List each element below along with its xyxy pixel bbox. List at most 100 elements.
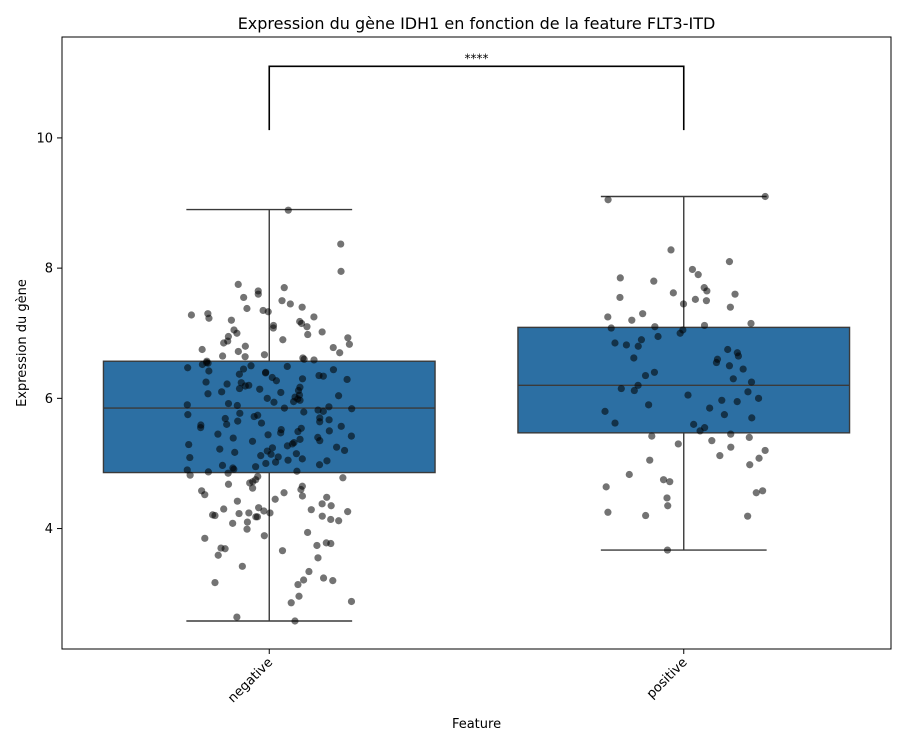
data-point-negative xyxy=(280,284,288,292)
data-point-positive xyxy=(720,411,729,419)
data-point-negative xyxy=(315,461,324,469)
data-point-negative xyxy=(298,303,306,311)
data-point-positive xyxy=(625,470,633,479)
data-point-negative xyxy=(229,464,237,472)
data-point-positive xyxy=(744,512,752,520)
data-point-positive xyxy=(617,384,625,393)
data-point-negative xyxy=(277,388,285,397)
data-point-negative xyxy=(233,401,241,410)
data-point-negative xyxy=(310,313,318,321)
data-point-positive xyxy=(747,378,756,386)
data-point-positive xyxy=(691,295,699,303)
data-point-negative xyxy=(286,300,294,308)
data-point-negative xyxy=(224,332,232,341)
data-point-negative xyxy=(235,509,243,518)
data-point-negative xyxy=(234,347,242,356)
data-point-negative xyxy=(254,472,262,481)
data-point-negative xyxy=(268,373,276,382)
data-point-negative xyxy=(344,508,352,516)
data-point-negative xyxy=(298,455,306,463)
data-point-negative xyxy=(277,425,285,434)
data-point-positive xyxy=(634,381,642,389)
y-tick-label-4: 4 xyxy=(45,522,53,537)
data-point-negative xyxy=(336,349,344,357)
data-point-negative xyxy=(245,381,253,389)
data-point-negative xyxy=(322,539,330,547)
data-point-negative xyxy=(323,493,331,501)
data-point-positive xyxy=(607,324,615,332)
data-point-negative xyxy=(257,419,266,427)
data-point-negative xyxy=(268,444,277,452)
data-point-negative xyxy=(291,617,299,625)
data-point-positive xyxy=(708,437,716,445)
data-point-positive xyxy=(759,487,767,495)
data-point-positive xyxy=(639,310,647,318)
data-point-positive xyxy=(701,424,709,432)
data-point-negative xyxy=(345,340,353,348)
data-point-negative xyxy=(337,267,345,275)
data-point-negative xyxy=(296,435,304,443)
data-point-positive xyxy=(727,443,735,451)
data-point-negative xyxy=(241,353,249,361)
data-point-negative xyxy=(198,345,206,354)
data-point-positive xyxy=(739,365,747,373)
data-point-negative xyxy=(298,492,307,500)
data-point-negative xyxy=(348,405,356,413)
data-point-negative xyxy=(208,511,217,519)
data-point-negative xyxy=(255,504,263,512)
data-point-negative xyxy=(287,599,295,607)
data-point-negative xyxy=(264,431,272,439)
data-point-negative xyxy=(260,532,268,540)
data-point-negative xyxy=(216,445,224,453)
data-point-negative xyxy=(263,447,271,455)
data-point-positive xyxy=(688,265,697,274)
data-point-negative xyxy=(323,457,331,465)
data-point-positive xyxy=(645,401,653,409)
data-point-positive xyxy=(747,319,755,328)
data-point-negative xyxy=(252,463,260,471)
chart-title: Expression du gène IDH1 en fonction de l… xyxy=(238,14,716,33)
data-point-positive xyxy=(602,483,610,491)
data-point-positive xyxy=(745,433,753,442)
data-point-negative xyxy=(229,434,237,442)
data-point-negative xyxy=(314,554,322,562)
data-point-negative xyxy=(340,446,349,455)
data-point-negative xyxy=(219,352,227,360)
data-point-negative xyxy=(260,351,269,359)
data-point-negative xyxy=(256,385,264,393)
data-point-negative xyxy=(214,551,222,559)
data-point-negative xyxy=(230,326,238,334)
data-point-positive xyxy=(702,297,711,305)
data-point-negative xyxy=(224,399,233,408)
data-point-negative xyxy=(221,414,229,423)
data-point-negative xyxy=(198,487,206,495)
data-point-negative xyxy=(278,547,287,555)
data-point-negative xyxy=(316,414,324,422)
data-point-negative xyxy=(234,417,242,425)
data-point-negative xyxy=(296,317,304,326)
data-point-negative xyxy=(270,398,278,406)
data-point-positive xyxy=(648,432,656,440)
x-tick-label-negative: negative xyxy=(225,655,276,706)
data-point-positive xyxy=(628,316,636,324)
data-point-negative xyxy=(335,517,343,525)
data-point-negative xyxy=(296,383,304,391)
data-point-negative xyxy=(218,461,227,469)
data-point-negative xyxy=(203,357,211,365)
data-point-negative xyxy=(319,574,328,582)
data-point-positive xyxy=(729,375,737,383)
data-point-positive xyxy=(725,258,734,266)
data-point-negative xyxy=(329,366,338,374)
data-point-positive xyxy=(654,332,662,341)
data-point-positive xyxy=(666,478,674,486)
data-point-negative xyxy=(318,328,326,336)
data-point-negative xyxy=(303,323,311,331)
data-point-negative xyxy=(283,362,291,371)
data-point-positive xyxy=(694,271,702,279)
data-point-negative xyxy=(329,343,337,352)
data-point-negative xyxy=(254,287,262,295)
data-point-positive xyxy=(761,192,769,201)
data-point-positive xyxy=(733,397,741,406)
data-point-positive xyxy=(630,354,638,362)
